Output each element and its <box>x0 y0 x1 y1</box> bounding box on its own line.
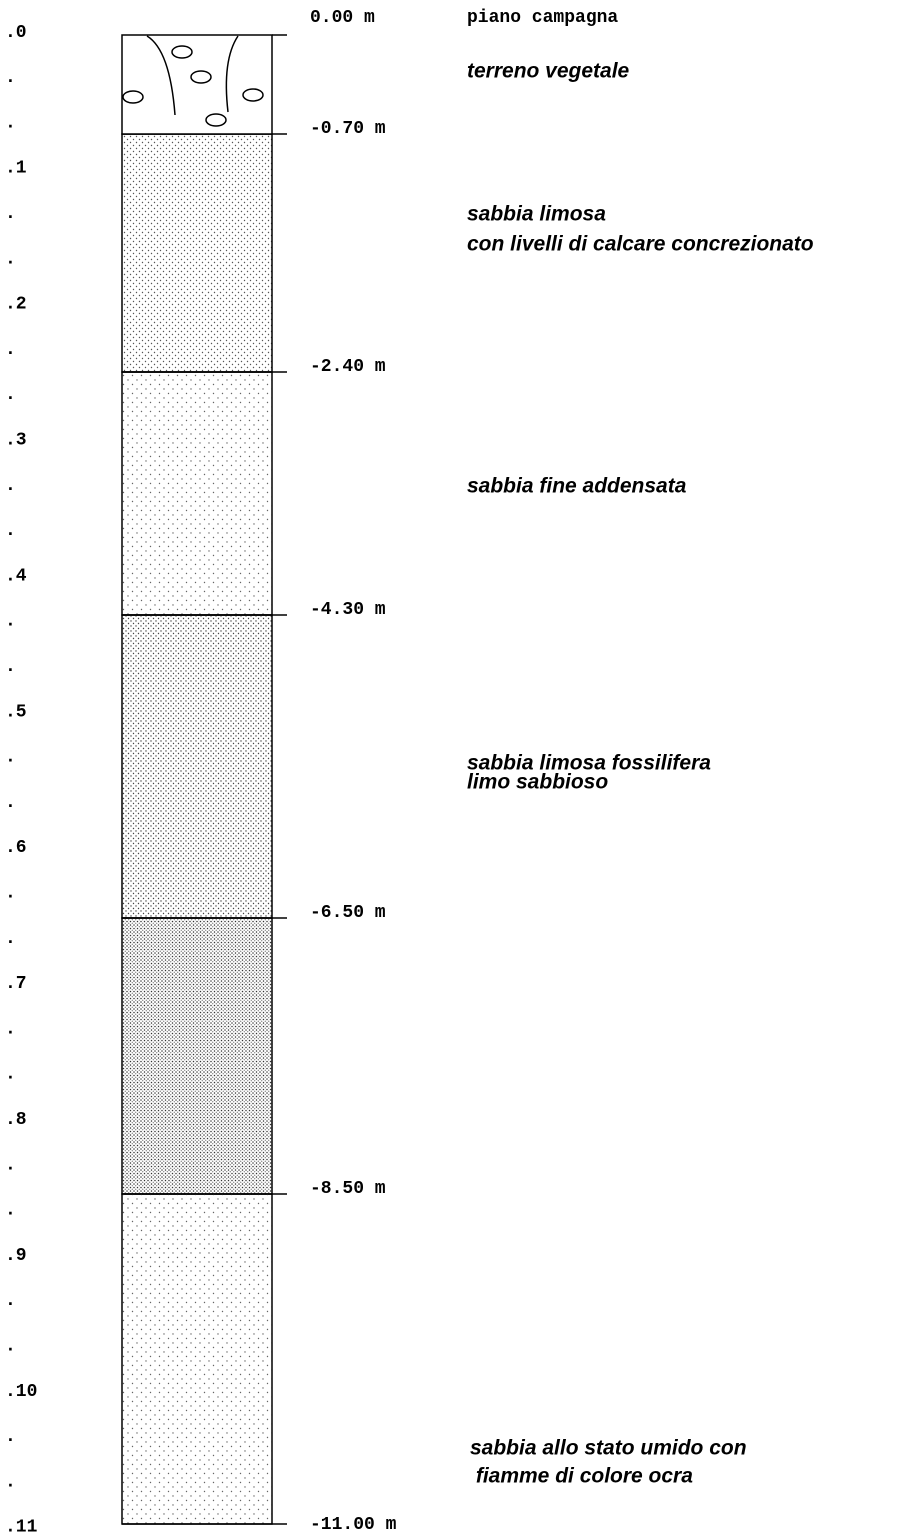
scale-label: .8 <box>5 1110 27 1130</box>
layer-description: fiamme di colore ocra <box>470 1465 693 1488</box>
layer-description: sabbia allo stato umido con <box>470 1437 747 1460</box>
layer <box>122 372 272 615</box>
scale-label: . <box>5 1065 16 1085</box>
stratigraphic-column: 0.00 m piano campagna .0.. .1.. .2.. .3.. .4… <box>0 0 909 1538</box>
top-title: piano campagna <box>467 8 618 28</box>
scale-label: . <box>5 1472 16 1492</box>
scale-label: .5 <box>5 702 27 722</box>
scale-label: . <box>5 249 16 269</box>
column-art <box>122 35 287 134</box>
scale-label: . <box>5 657 16 677</box>
scale-label: . <box>5 929 16 949</box>
scale-label: . <box>5 793 16 813</box>
layer <box>122 615 272 918</box>
scale-label: . <box>5 612 16 632</box>
layer <box>122 134 272 372</box>
scale-label: .6 <box>5 838 27 858</box>
layer-description: con livelli di calcare concrezionato <box>467 233 814 256</box>
scale-label: . <box>5 113 16 133</box>
top-depth: 0.00 m <box>310 8 375 28</box>
scale-label: .9 <box>5 1246 27 1266</box>
scale-label: .10 <box>5 1382 37 1402</box>
depth-label: -4.30 m <box>310 600 386 620</box>
layer-description: sabbia limosa <box>467 203 606 226</box>
scale-label: . <box>5 748 16 768</box>
scale-label: .11 <box>5 1518 38 1538</box>
layer <box>122 1194 272 1524</box>
scale-label: . <box>5 1427 16 1447</box>
scale-label: . <box>5 1155 16 1175</box>
layer-description: terreno vegetale <box>467 60 630 83</box>
scale-label: . <box>5 883 16 903</box>
scale-label: . <box>5 385 16 405</box>
scale-label: .7 <box>5 974 27 994</box>
scale-label: . <box>5 340 16 360</box>
scale-label: .2 <box>5 295 27 315</box>
scale-label: . <box>5 68 16 88</box>
scale-label: . <box>5 1291 16 1311</box>
scale-label: . <box>5 1336 16 1356</box>
scale-label: . <box>5 1019 16 1039</box>
depth-label: -8.50 m <box>310 1179 386 1199</box>
layer <box>122 918 272 1194</box>
scale-label: . <box>5 204 16 224</box>
scale-label: .1 <box>5 159 27 179</box>
scale-label: .4 <box>5 566 27 586</box>
depth-label: -2.40 m <box>310 357 386 377</box>
scale-label: .3 <box>5 430 27 450</box>
depth-label: -0.70 m <box>310 119 386 139</box>
depth-label: -6.50 m <box>310 903 386 923</box>
scale-label: . <box>5 476 16 496</box>
depth-label: -11.00 m <box>310 1515 397 1535</box>
layer-description: sabbia fine addensata <box>467 475 687 498</box>
scale-label: . <box>5 1201 16 1221</box>
scale-label: .0 <box>5 23 27 43</box>
layer-description: limo sabbioso <box>467 771 608 794</box>
scale-label: . <box>5 521 16 541</box>
